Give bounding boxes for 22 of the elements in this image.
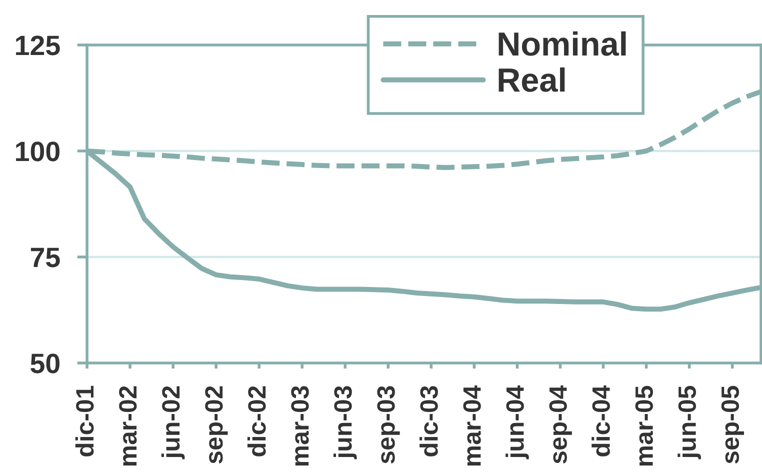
legend-label: Real [498,67,565,92]
x-tick-label: jun-03 [333,386,357,460]
x-tick-label: jun-05 [678,386,701,460]
y-tick-label: 75 [30,248,60,268]
x-tick-label: mar-03 [291,386,309,466]
legend-label: Nominal [498,31,626,56]
x-tick-label: sep-04 [549,385,572,464]
y-tick-label: 125 [16,36,60,56]
x-tick-label: sep-02 [205,386,228,464]
x-tick-label: dic-01 [75,386,94,456]
x-tick-label: mar-02 [119,386,137,466]
x-tick-label: mar-04 [463,385,481,466]
x-tick-label: jun-04 [506,385,529,460]
y-tick-label: 100 [16,142,60,162]
x-tick-label: sep-05 [721,386,744,464]
x-tick-label: dic-02 [247,386,266,456]
x-tick-label: dic-03 [420,386,438,456]
x-tick-label: mar-05 [635,386,653,466]
x-tick-label: sep-03 [377,386,400,464]
y-tick-label: 50 [30,354,60,374]
x-tick-label: dic-04 [592,385,610,456]
x-tick-label: jun-02 [161,386,185,460]
